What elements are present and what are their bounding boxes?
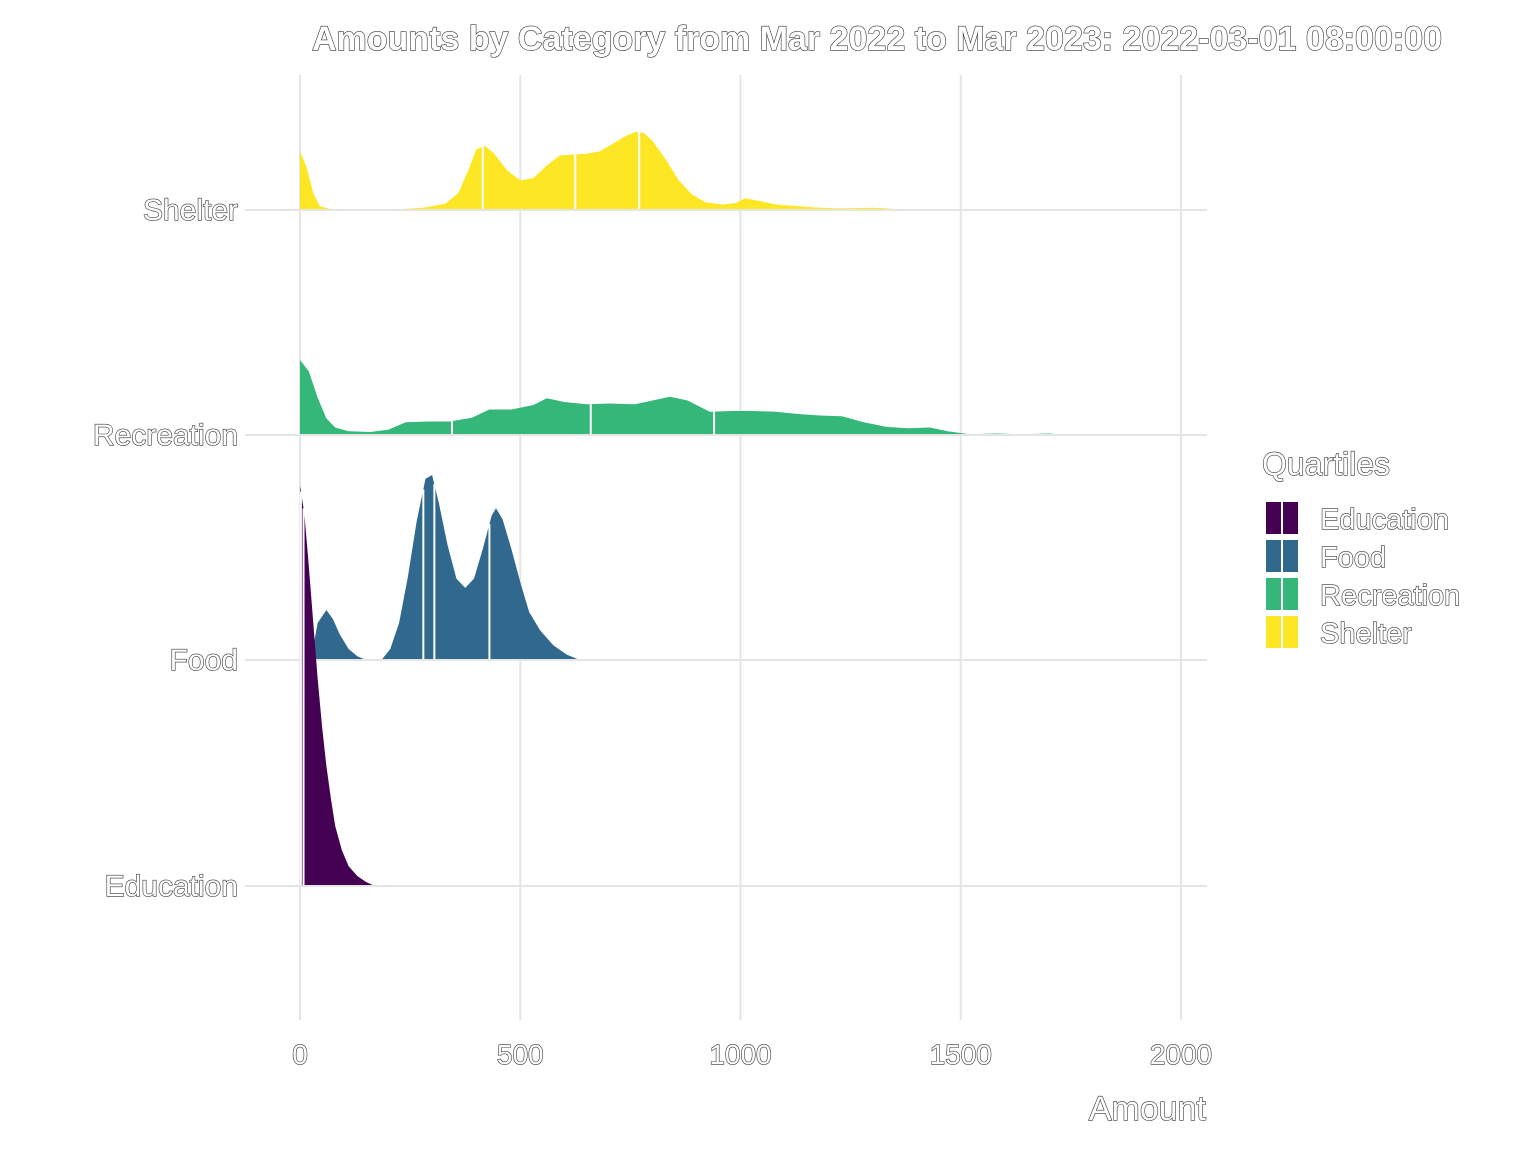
horizontal-gridlines xyxy=(245,209,1207,887)
y-axis-tick-labels: Education Food Recreation Shelter xyxy=(92,193,238,903)
x-axis-tick-labels: 0 500 1000 1500 2000 xyxy=(292,1038,1213,1070)
legend-item-food: Food xyxy=(1266,540,1387,575)
legend-item-shelter: Shelter xyxy=(1266,616,1413,651)
y-tick-recreation: Recreation xyxy=(93,419,238,452)
legend-label-shelter: Shelter xyxy=(1320,618,1412,650)
chart-title: Amounts by Category from Mar 2022 to Mar… xyxy=(312,20,1442,58)
x-tick-1000: 1000 xyxy=(709,1039,771,1070)
legend-item-recreation: Recreation xyxy=(1266,578,1461,613)
legend-label-education: Education xyxy=(1320,504,1449,536)
x-tick-0: 0 xyxy=(292,1039,308,1070)
y-tick-shelter: Shelter xyxy=(143,194,238,227)
legend-label-recreation: Recreation xyxy=(1320,580,1460,612)
x-tick-1500: 1500 xyxy=(930,1039,992,1070)
y-tick-food: Food xyxy=(170,644,238,677)
y-tick-education: Education xyxy=(105,870,238,903)
legend-label-food: Food xyxy=(1320,542,1386,574)
ridge-food xyxy=(300,475,580,660)
ridge-recreation xyxy=(300,360,1173,435)
legend-title: Quartiles xyxy=(1262,446,1390,482)
density-ridges xyxy=(245,132,1207,887)
x-axis-label: Amount xyxy=(1089,1090,1207,1128)
x-tick-500: 500 xyxy=(497,1039,544,1070)
ridge-education xyxy=(300,486,375,886)
legend: Quartiles Education Food Recreation Shelter xyxy=(1261,445,1461,651)
ridge-shelter xyxy=(300,132,1023,210)
legend-item-education: Education xyxy=(1266,502,1450,537)
x-tick-2000: 2000 xyxy=(1150,1039,1212,1070)
